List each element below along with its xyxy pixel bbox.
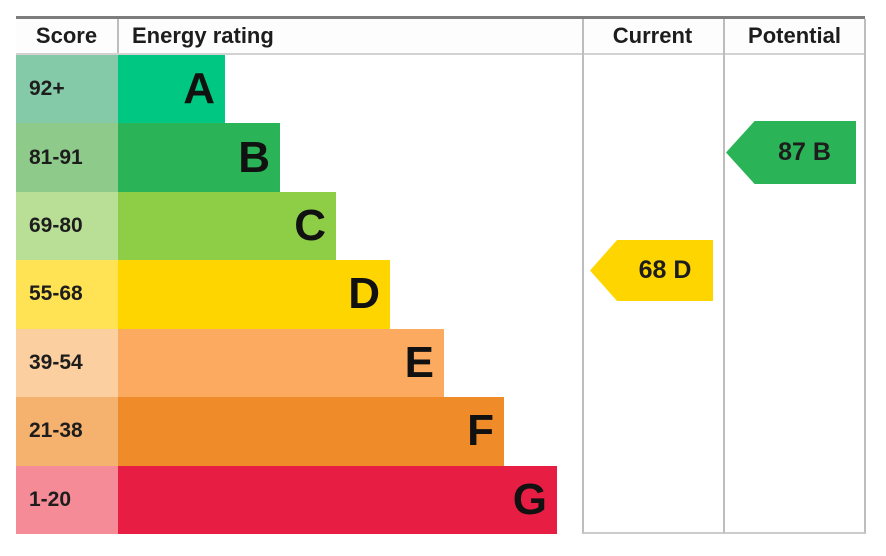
score-range-d: 55-68 (16, 260, 118, 329)
rating-bar-f: F (118, 397, 504, 466)
potential-column (723, 19, 866, 534)
potential-column-header: Potential (748, 23, 841, 48)
rating-bar-e: E (118, 328, 444, 398)
score-range-f: 21-38 (16, 397, 118, 466)
current-rating-arrow: 68 D (590, 240, 713, 301)
score-range-a: 92+ (16, 55, 118, 124)
score-range-c: 69-80 (16, 191, 118, 261)
current-column-header: Current (612, 23, 693, 48)
rating-bar-g: G (118, 465, 557, 534)
potential-rating-arrow: 87 B (726, 121, 856, 184)
energy-rating-column-header: Energy rating (132, 23, 274, 48)
band-letter-g: G (512, 474, 547, 524)
score-range-g: 1-20 (16, 465, 118, 534)
rating-bar-b: B (118, 123, 280, 192)
band-row-e: 39-54 E (16, 328, 576, 398)
potential-rating-value: 87 B (778, 138, 831, 166)
band-row-g: 1-20 G (16, 465, 576, 534)
rating-bar-c: C (118, 191, 336, 261)
band-letter-b: B (238, 132, 270, 182)
score-range-b: 81-91 (16, 123, 118, 192)
current-column (582, 19, 723, 534)
band-letter-d: D (348, 269, 380, 319)
band-row-c: 69-80 C (16, 191, 576, 261)
current-rating-value: 68 D (638, 256, 692, 284)
rating-bands: 92+ A 81-91 B 69-80 C 55-68 D (16, 55, 576, 534)
band-letter-a: A (183, 64, 215, 114)
score-column-header: Score (35, 23, 98, 48)
band-row-d: 55-68 D (16, 260, 576, 329)
band-letter-c: C (294, 201, 326, 251)
band-letter-f: F (467, 406, 494, 456)
rating-bar-a: A (118, 55, 225, 124)
band-row-f: 21-38 F (16, 397, 576, 466)
rating-bar-d: D (118, 260, 390, 329)
band-row-a: 92+ A (16, 55, 576, 124)
band-letter-e: E (404, 337, 434, 387)
epc-chart-area: Score Energy rating Current Potential 92… (16, 16, 866, 534)
band-row-b: 81-91 B (16, 123, 576, 192)
score-range-e: 39-54 (16, 328, 118, 398)
score-rating-divider (117, 19, 119, 53)
